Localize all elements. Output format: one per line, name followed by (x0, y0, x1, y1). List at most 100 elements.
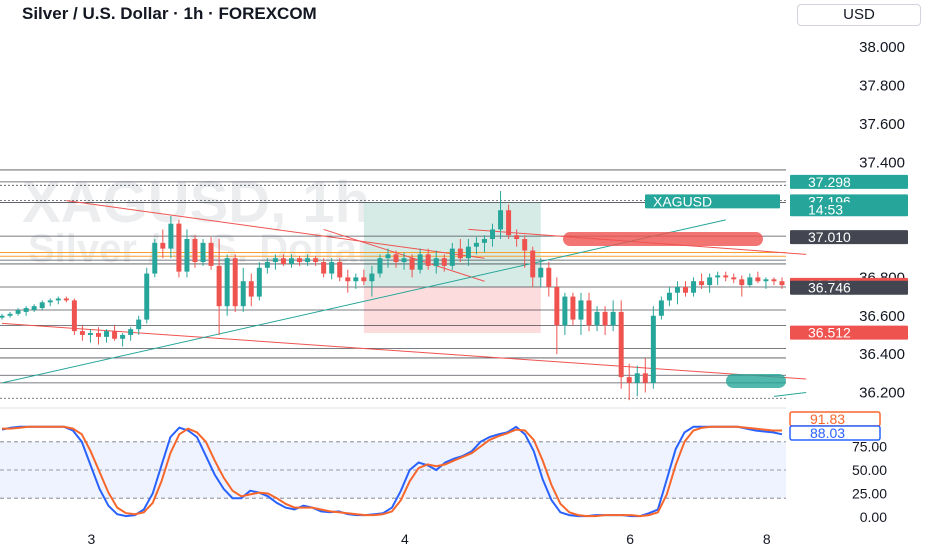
candle-body (699, 281, 705, 286)
candle (256, 262, 262, 301)
candle (779, 277, 785, 289)
candle-body (216, 265, 222, 307)
candle (691, 277, 697, 297)
candle (433, 250, 439, 274)
candle-body (39, 302, 45, 309)
candle (353, 273, 359, 289)
candle (96, 327, 101, 345)
candle-body (586, 300, 592, 326)
currency-button[interactable]: USD (797, 4, 921, 26)
candle (562, 292, 568, 335)
candle-body (723, 275, 729, 278)
candle (79, 325, 85, 341)
price-label: XAGUSD (645, 193, 780, 209)
candle-body (47, 300, 53, 303)
candle (224, 254, 230, 316)
candle-body (393, 254, 399, 263)
stoch-k-line (1, 425, 783, 518)
price-label-bg (790, 174, 908, 189)
candle-body (79, 331, 85, 335)
candle-body (683, 286, 688, 293)
candle-body (546, 267, 552, 287)
candle (192, 235, 198, 268)
candle-body (771, 279, 777, 282)
candle-body (31, 306, 37, 310)
candle-body (747, 277, 753, 286)
candle (321, 258, 327, 278)
candle-body (755, 277, 761, 282)
stoch-value-bg (789, 425, 881, 441)
candle (715, 271, 721, 286)
price-label-bg (790, 230, 908, 245)
candle-body (208, 242, 214, 266)
candle (0, 313, 5, 320)
candle (425, 248, 431, 270)
candle (168, 216, 174, 259)
candle-body (297, 258, 303, 263)
candle-body (152, 242, 158, 274)
candle-body (168, 223, 174, 249)
candle (15, 308, 21, 316)
candle-body (232, 258, 238, 307)
candle (369, 265, 375, 297)
candle-body (176, 223, 182, 272)
candle (755, 271, 761, 284)
candle (176, 219, 182, 278)
stoch-value-text: 91.83 (810, 411, 845, 427)
price-label-text: 36.746 (808, 280, 851, 296)
candle (771, 277, 777, 286)
candle (522, 235, 528, 268)
candle-body (369, 273, 375, 282)
candle (409, 254, 415, 278)
candle (674, 281, 680, 305)
candle-body (345, 277, 351, 282)
price-label-bg (790, 280, 908, 295)
candle-body (642, 373, 648, 383)
candle-body (120, 334, 126, 339)
candle (634, 365, 640, 397)
candle (361, 269, 367, 286)
candle-body (144, 273, 150, 320)
candle-body (634, 373, 640, 383)
candle-body (522, 239, 528, 251)
candle-body (498, 210, 504, 230)
candle-body (562, 296, 568, 326)
candle (128, 327, 134, 341)
stoch-tick-label: 0.00 (860, 509, 887, 525)
stoch-tick-label: 75.00 (852, 439, 887, 455)
candle (723, 271, 729, 282)
candle (216, 239, 222, 335)
candle (747, 273, 753, 287)
candle-body (715, 275, 721, 278)
candle-body (272, 258, 278, 263)
watermark-name: Silver / U.S. Dollar (28, 227, 373, 271)
candle (104, 329, 110, 343)
candle (530, 246, 536, 287)
candle-body (224, 258, 230, 307)
candle-body (0, 315, 5, 318)
candle-body (264, 262, 270, 268)
candle (457, 239, 463, 263)
candle (658, 296, 664, 320)
candle-body (96, 333, 101, 337)
stoch-d-line (2, 425, 782, 518)
candle-body (666, 292, 672, 301)
candle (55, 296, 61, 305)
candle (473, 237, 479, 255)
price-label-text: 37.010 (808, 229, 851, 245)
candle (240, 267, 246, 312)
x-tick-label: 6 (626, 531, 634, 547)
candle-body (602, 311, 608, 326)
price-tick-label: 36.600 (859, 308, 905, 325)
candle (699, 273, 705, 289)
candle (264, 258, 270, 274)
candle-body (321, 262, 327, 274)
candle (538, 258, 544, 287)
candle (305, 254, 311, 266)
candle (683, 281, 688, 297)
candle-body (240, 281, 246, 307)
candle-body (481, 239, 487, 243)
stoch-value-label: 91.83 (789, 411, 881, 427)
candle-body (128, 329, 134, 335)
